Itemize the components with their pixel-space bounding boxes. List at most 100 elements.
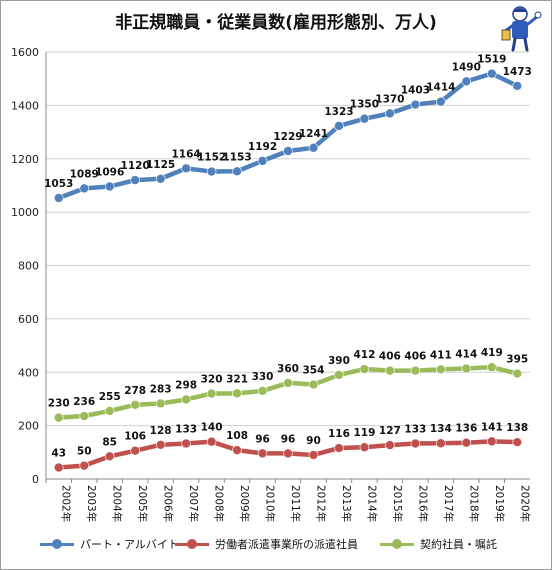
x-tick-label: 2004年	[111, 485, 124, 522]
data-point	[130, 400, 140, 410]
chart-title: 非正規職員・従業員数(雇用形態別、万人)	[115, 13, 437, 33]
data-label: 1152	[197, 152, 226, 164]
data-point	[257, 156, 268, 166]
data-point	[512, 437, 523, 447]
data-point	[436, 364, 446, 375]
data-label: 1370	[375, 93, 404, 105]
data-label: 90	[306, 435, 321, 447]
data-point	[283, 146, 293, 156]
data-point	[410, 365, 421, 376]
data-point	[79, 460, 90, 471]
data-point	[206, 436, 217, 447]
data-point	[232, 388, 242, 399]
data-label: 1153	[222, 151, 251, 163]
x-tick-label: 2013年	[340, 485, 353, 522]
data-point	[155, 398, 166, 409]
data-label: 1490	[452, 61, 481, 73]
data-point	[79, 411, 90, 421]
x-tick-label: 2017年	[442, 485, 455, 522]
data-label: 412	[353, 349, 375, 361]
data-label: 85	[102, 436, 117, 448]
data-label: 298	[175, 379, 197, 391]
data-point	[334, 121, 344, 131]
x-tick-label: 2015年	[391, 485, 404, 522]
data-point	[53, 193, 64, 203]
data-label: 390	[328, 355, 350, 367]
data-point	[359, 364, 370, 374]
data-point	[385, 440, 395, 450]
data-label: 106	[124, 431, 146, 443]
data-label: 330	[252, 371, 274, 383]
y-tick-label: 600	[18, 313, 39, 326]
mascot-illustration	[500, 4, 544, 56]
x-tick-label: 2005年	[136, 485, 149, 522]
data-label: 141	[481, 421, 503, 433]
data-point	[130, 445, 140, 456]
data-point	[461, 363, 472, 374]
data-point	[155, 440, 166, 450]
data-label: 128	[150, 425, 172, 437]
legend-item-dispatched: 労働者派遣事業所の派遣社員	[175, 536, 358, 552]
x-tick-label: 2011年	[289, 485, 302, 522]
data-label: 116	[328, 428, 350, 440]
data-label: 283	[150, 383, 172, 395]
data-point	[461, 437, 472, 448]
data-label: 360	[277, 363, 299, 375]
data-label: 354	[303, 365, 325, 377]
data-point	[334, 443, 344, 453]
data-point	[181, 438, 191, 449]
x-tick-label: 2014年	[365, 485, 378, 522]
x-tick-label: 2002年	[60, 485, 73, 522]
data-label: 1192	[248, 141, 277, 153]
data-point	[512, 368, 523, 379]
data-label: 1323	[324, 106, 353, 118]
data-label: 411	[430, 349, 452, 361]
data-point	[359, 113, 370, 124]
data-label: 134	[430, 423, 452, 435]
data-point	[181, 163, 191, 174]
y-tick-label: 1200	[11, 153, 39, 166]
x-tick-label: 2003年	[85, 485, 98, 522]
data-point	[334, 370, 344, 380]
data-label: 236	[73, 396, 95, 408]
x-tick-label: 2012年	[314, 485, 327, 522]
data-point	[283, 448, 293, 459]
data-point	[436, 438, 446, 449]
data-label: 1053	[44, 178, 73, 190]
data-point	[206, 388, 217, 399]
data-point	[155, 173, 166, 184]
data-label: 1096	[95, 167, 124, 179]
data-label: 50	[77, 446, 92, 458]
data-point	[104, 451, 115, 462]
data-label: 1089	[70, 168, 99, 180]
x-tick-label: 2016年	[416, 485, 429, 522]
data-label: 136	[455, 423, 477, 435]
data-point	[308, 143, 319, 153]
data-point	[257, 386, 268, 396]
legend-swatch	[175, 538, 209, 550]
legend-label: パート・アルバイト	[80, 538, 179, 551]
data-point	[232, 445, 242, 455]
data-label: 96	[255, 433, 270, 445]
data-point	[359, 442, 370, 453]
data-point	[385, 108, 395, 119]
data-label: 119	[353, 427, 375, 439]
data-point	[257, 448, 268, 459]
x-tick-label: 2008年	[213, 485, 226, 522]
data-point	[283, 378, 293, 388]
data-point	[410, 438, 421, 449]
x-tick-label: 2009年	[238, 485, 251, 522]
data-point	[53, 412, 64, 423]
legend: パート・アルバイト 労働者派遣事業所の派遣社員 契約社員・嘱託	[40, 536, 540, 558]
data-point	[308, 379, 319, 390]
data-point	[486, 362, 497, 372]
data-point	[181, 394, 191, 405]
data-label: 127	[379, 425, 401, 437]
data-label: 1120	[121, 160, 150, 172]
data-label: 230	[48, 398, 70, 410]
data-label: 138	[506, 422, 528, 434]
y-tick-label: 0	[32, 473, 39, 486]
data-point	[53, 462, 64, 473]
data-label: 140	[201, 422, 223, 434]
